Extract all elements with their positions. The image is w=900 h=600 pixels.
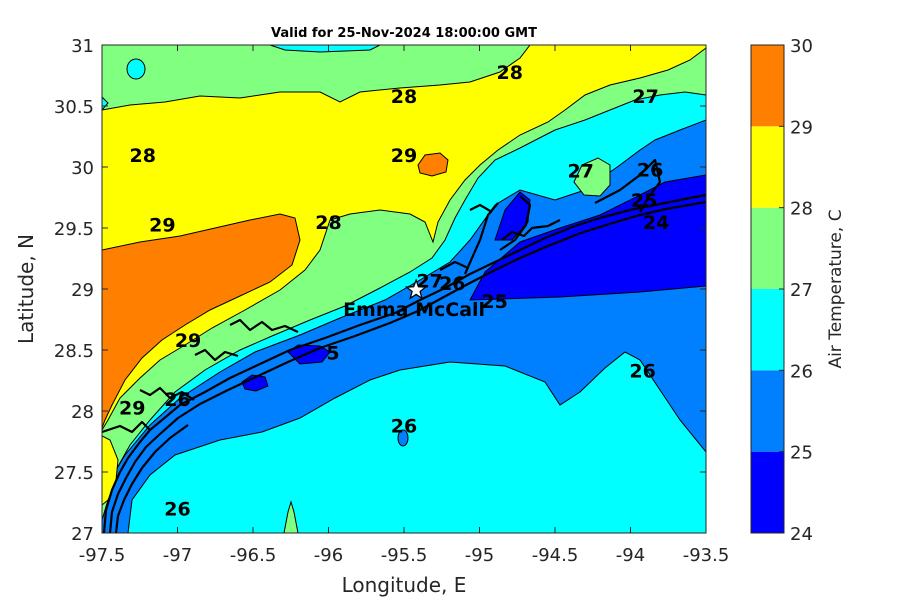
colorbar-tick-label: 24 bbox=[790, 524, 813, 545]
band-28-29 bbox=[102, 45, 706, 431]
x-tick-label: -94.5 bbox=[532, 545, 579, 566]
colorbar-tick-label: 28 bbox=[790, 199, 813, 220]
star-icon bbox=[404, 278, 428, 300]
colorbar-band bbox=[751, 207, 784, 289]
contour-label: 26 bbox=[629, 361, 655, 383]
band-26-27-pocket-left bbox=[126, 58, 146, 80]
y-tick-label: 27.5 bbox=[54, 463, 94, 484]
contour-label: 28 bbox=[391, 86, 417, 108]
contour-label: 5 bbox=[326, 342, 339, 364]
y-tick-label: 28.5 bbox=[54, 341, 94, 362]
x-tick-label: -95 bbox=[465, 545, 494, 566]
contour-label: 25 bbox=[631, 190, 657, 212]
x-tick-label: -93.5 bbox=[683, 545, 730, 566]
y-tick-label: 29 bbox=[71, 280, 94, 301]
colorbar-band bbox=[751, 45, 784, 127]
contour-label: 27 bbox=[632, 86, 658, 108]
x-tick-label: -96 bbox=[314, 545, 343, 566]
band-29-30 bbox=[102, 213, 301, 429]
y-tick-label: 27 bbox=[71, 524, 94, 545]
y-axis-ticks: 27 27.5 28 28.5 29 29.5 30 30.5 31 bbox=[54, 36, 706, 545]
colorbar-tick-label: 27 bbox=[790, 280, 813, 301]
contour-label: 29 bbox=[175, 330, 201, 352]
contour-label: 24 bbox=[643, 212, 669, 234]
band-27-28-south bbox=[283, 500, 299, 533]
band-26-27-pocket-top bbox=[269, 45, 381, 53]
contour-label: 26 bbox=[637, 159, 663, 181]
colorbar-band bbox=[751, 126, 784, 208]
contour-label: 28 bbox=[496, 62, 522, 84]
contour-label: 29 bbox=[149, 214, 175, 236]
colorbar: 24 25 26 27 28 29 30 bbox=[750, 36, 813, 545]
colorbar-band bbox=[751, 370, 784, 452]
x-axis-ticks: -97.5 -97 -96.5 -96 -95.5 -95 -94.5 -94 -93.5 bbox=[79, 45, 730, 566]
contour-label: 26 bbox=[439, 273, 465, 295]
coastline bbox=[102, 158, 706, 533]
contour-label: 28 bbox=[130, 145, 156, 167]
contour-label: 26 bbox=[391, 416, 417, 438]
contour-label: 26 bbox=[164, 389, 190, 411]
x-tick-label: -96.5 bbox=[230, 545, 277, 566]
y-tick-label: 29.5 bbox=[54, 219, 94, 240]
colorbar-tick-label: 30 bbox=[790, 36, 813, 57]
x-tick-label: -95.5 bbox=[381, 545, 428, 566]
y-tick-label: 31 bbox=[71, 36, 94, 57]
x-tick-label: -97.5 bbox=[79, 545, 126, 566]
band-24-25-north bbox=[494, 191, 531, 241]
map-title: Valid for 25-Nov-2024 18:00:00 GMT bbox=[271, 26, 537, 41]
colorbar-tick-label: 26 bbox=[790, 361, 813, 382]
contour-label: 29 bbox=[119, 397, 145, 419]
colorbar-band bbox=[751, 289, 784, 371]
contour-label: 26 bbox=[164, 499, 190, 521]
colorbar-band bbox=[751, 451, 784, 533]
station-name: Emma McCall bbox=[343, 299, 485, 321]
band-27-28-island bbox=[573, 157, 611, 197]
map-plot-area bbox=[102, 45, 706, 533]
y-tick-label: 30 bbox=[71, 158, 94, 179]
x-tick-label: -94 bbox=[616, 545, 645, 566]
contour-label: 25 bbox=[481, 291, 507, 313]
y-tick-label: 30.5 bbox=[54, 97, 94, 118]
band-24-25-blob-a bbox=[287, 344, 331, 365]
colorbar-tick-label: 29 bbox=[790, 117, 813, 138]
band-25-26-blob bbox=[397, 429, 409, 447]
x-axis-label: Longitude, E bbox=[342, 573, 467, 597]
station-marker: Emma McCall bbox=[343, 278, 485, 321]
colorbar-label: Air Temperature, C bbox=[826, 209, 846, 368]
contour-label: 27 bbox=[567, 161, 593, 183]
band-24-25-blob-b bbox=[241, 374, 269, 392]
y-tick-label: 28 bbox=[71, 402, 94, 423]
x-tick-label: -97 bbox=[163, 545, 192, 566]
colorbar-tick-label: 25 bbox=[790, 443, 813, 464]
contour-label: 28 bbox=[315, 212, 341, 234]
band-29-30-blob bbox=[417, 152, 449, 177]
y-axis-label: Latitude, N bbox=[14, 234, 38, 344]
contour-label: 29 bbox=[391, 145, 417, 167]
